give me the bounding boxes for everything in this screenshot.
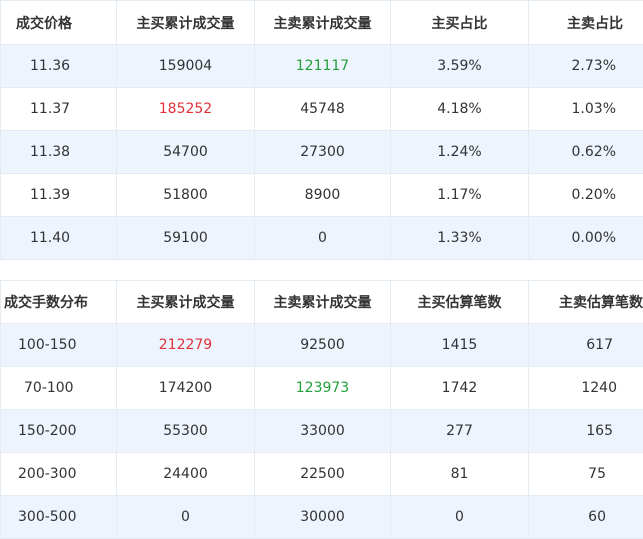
header-buy-volume: 主买累计成交量	[117, 1, 255, 45]
table-row: 11.37 185252 45748 4.18% 1.03%	[1, 88, 643, 131]
cell-buy-count: 1415	[391, 324, 529, 367]
cell-sell-volume: 30000	[255, 496, 391, 539]
cell-buy-ratio: 1.33%	[391, 217, 529, 260]
table-row: 100-150 212279 92500 1415 617	[1, 324, 643, 367]
cell-lot-range: 150-200	[1, 410, 117, 453]
cell-buy-ratio: 4.18%	[391, 88, 529, 131]
cell-sell-volume: 0	[255, 217, 391, 260]
cell-sell-volume: 8900	[255, 174, 391, 217]
cell-lot-range: 300-500	[1, 496, 117, 539]
header-buy-ratio: 主买占比	[391, 1, 529, 45]
cell-lot-range: 100-150	[1, 324, 117, 367]
cell-sell-volume: 22500	[255, 453, 391, 496]
header-sell-volume: 主卖累计成交量	[255, 1, 391, 45]
table-header-row: 成交价格 主买累计成交量 主卖累计成交量 主买占比 主卖占比	[1, 1, 643, 45]
header-lot-range: 成交手数分布	[1, 281, 117, 324]
table-header-row: 成交手数分布 主买累计成交量 主卖累计成交量 主买估算笔数 主卖估算笔数	[1, 281, 643, 324]
cell-price: 11.40	[1, 217, 117, 260]
price-distribution-table: 成交价格 主买累计成交量 主卖累计成交量 主买占比 主卖占比 11.36 159…	[0, 0, 643, 260]
cell-buy-volume: 51800	[117, 174, 255, 217]
cell-price: 11.39	[1, 174, 117, 217]
header-sell-count: 主卖估算笔数	[529, 281, 643, 324]
cell-buy-volume: 24400	[117, 453, 255, 496]
table-row: 11.38 54700 27300 1.24% 0.62%	[1, 131, 643, 174]
table-row: 300-500 0 30000 0 60	[1, 496, 643, 539]
cell-price: 11.36	[1, 45, 117, 88]
table-row: 150-200 55300 33000 277 165	[1, 410, 643, 453]
header-price: 成交价格	[1, 1, 117, 45]
cell-buy-ratio: 1.24%	[391, 131, 529, 174]
cell-buy-count: 0	[391, 496, 529, 539]
cell-buy-volume: 54700	[117, 131, 255, 174]
cell-sell-volume: 27300	[255, 131, 391, 174]
cell-buy-count: 277	[391, 410, 529, 453]
table-row: 11.40 59100 0 1.33% 0.00%	[1, 217, 643, 260]
header-buy-volume: 主买累计成交量	[117, 281, 255, 324]
cell-buy-volume: 185252	[117, 88, 255, 131]
cell-sell-ratio: 0.20%	[529, 174, 643, 217]
header-sell-ratio: 主卖占比	[529, 1, 643, 45]
cell-sell-count: 165	[529, 410, 643, 453]
cell-sell-ratio: 0.00%	[529, 217, 643, 260]
table-row: 200-300 24400 22500 81 75	[1, 453, 643, 496]
cell-buy-volume: 174200	[117, 367, 255, 410]
table-spacer	[0, 260, 643, 280]
cell-sell-volume: 121117	[255, 45, 391, 88]
cell-buy-ratio: 3.59%	[391, 45, 529, 88]
cell-buy-volume: 0	[117, 496, 255, 539]
table-row: 70-100 174200 123973 1742 1240	[1, 367, 643, 410]
cell-sell-volume: 123973	[255, 367, 391, 410]
table-row: 11.36 159004 121117 3.59% 2.73%	[1, 45, 643, 88]
cell-buy-count: 81	[391, 453, 529, 496]
cell-sell-count: 60	[529, 496, 643, 539]
cell-buy-ratio: 1.17%	[391, 174, 529, 217]
cell-sell-ratio: 0.62%	[529, 131, 643, 174]
table-row: 11.39 51800 8900 1.17% 0.20%	[1, 174, 643, 217]
cell-sell-count: 75	[529, 453, 643, 496]
cell-buy-count: 1742	[391, 367, 529, 410]
cell-buy-volume: 55300	[117, 410, 255, 453]
cell-sell-count: 617	[529, 324, 643, 367]
lot-size-distribution-table: 成交手数分布 主买累计成交量 主卖累计成交量 主买估算笔数 主卖估算笔数 100…	[0, 280, 643, 539]
cell-buy-volume: 59100	[117, 217, 255, 260]
cell-sell-volume: 33000	[255, 410, 391, 453]
cell-price: 11.38	[1, 131, 117, 174]
cell-price: 11.37	[1, 88, 117, 131]
cell-sell-volume: 45748	[255, 88, 391, 131]
cell-buy-volume: 212279	[117, 324, 255, 367]
cell-sell-ratio: 1.03%	[529, 88, 643, 131]
cell-buy-volume: 159004	[117, 45, 255, 88]
cell-sell-count: 1240	[529, 367, 643, 410]
cell-lot-range: 200-300	[1, 453, 117, 496]
header-buy-count: 主买估算笔数	[391, 281, 529, 324]
cell-sell-volume: 92500	[255, 324, 391, 367]
cell-lot-range: 70-100	[1, 367, 117, 410]
header-sell-volume: 主卖累计成交量	[255, 281, 391, 324]
cell-sell-ratio: 2.73%	[529, 45, 643, 88]
